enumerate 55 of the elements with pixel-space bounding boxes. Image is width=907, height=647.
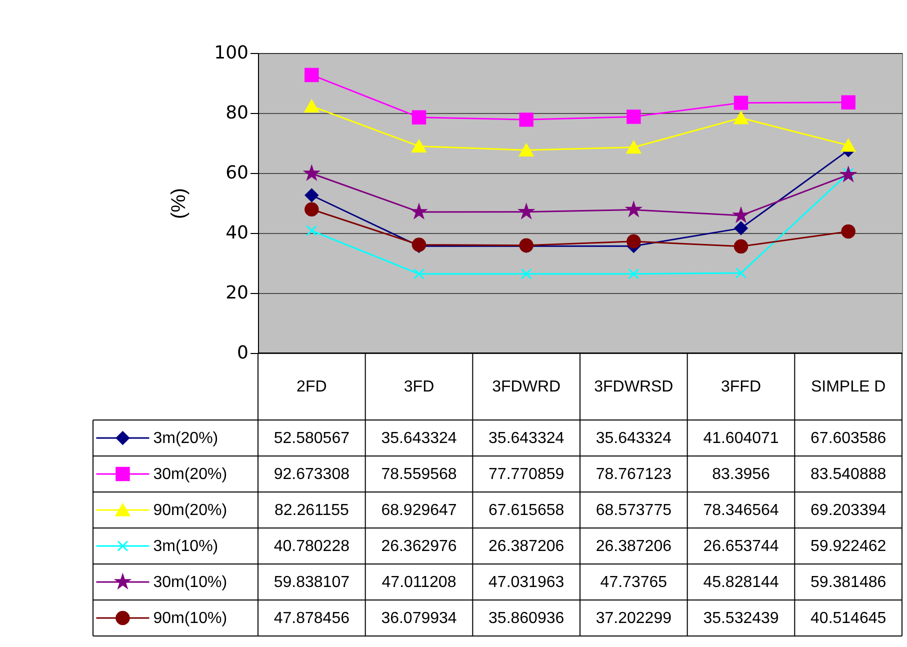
- data-label: 35.643324: [488, 430, 564, 447]
- data-label: 52.580567: [274, 430, 350, 447]
- data-label: 82.261155: [274, 502, 349, 519]
- legend-label: 90m(10%): [153, 610, 228, 627]
- x-tick-label: SIMPLE D: [810, 378, 886, 396]
- data-label: 78.767123: [596, 466, 672, 483]
- data-label: 40.780228: [274, 538, 350, 555]
- data-label: 40.514645: [810, 610, 886, 627]
- data-label: 69.203394: [810, 502, 886, 519]
- x-tick-label: 3FD: [404, 378, 434, 396]
- data-label: 68.573775: [596, 502, 672, 519]
- legend-label: 30m(10%): [153, 574, 228, 591]
- data-label: 78.559568: [381, 466, 457, 483]
- data-label: 78.346564: [703, 502, 779, 519]
- data-label: 67.615658: [488, 502, 564, 519]
- y-tick-label: 60: [226, 162, 248, 184]
- data-label: 35.643324: [596, 430, 672, 447]
- data-label: 36.079934: [381, 610, 457, 627]
- data-label: 47.878456: [274, 610, 350, 627]
- data-label: 77.770859: [488, 466, 564, 483]
- data-label: 83.540888: [810, 466, 886, 483]
- data-label: 59.838107: [274, 574, 350, 591]
- x-tick-label: 3FFD: [721, 378, 761, 396]
- y-tick-label: 0: [237, 342, 248, 364]
- data-label: 45.828144: [703, 574, 779, 591]
- data-label: 26.653744: [703, 538, 779, 555]
- y-tick-label: 20: [226, 282, 248, 304]
- data-label: 35.532439: [703, 610, 779, 627]
- data-label: 26.387206: [596, 538, 672, 555]
- data-label: 47.011208: [382, 574, 456, 591]
- legend-label: 30m(20%): [153, 466, 228, 483]
- x-tick-label: 3FDWRD: [492, 378, 561, 396]
- data-label: 47.031963: [488, 574, 564, 591]
- data-label: 59.381486: [810, 574, 886, 591]
- data-label: 68.929647: [381, 502, 457, 519]
- legend-label: 3m(20%): [153, 430, 218, 447]
- y-tick-label: 80: [226, 102, 248, 124]
- data-label: 59.922462: [810, 538, 886, 555]
- y-axis-title: (%): [168, 188, 190, 220]
- data-label: 47.73765: [600, 574, 668, 591]
- data-label: 41.604071: [703, 430, 779, 447]
- x-tick-label: 3FDWRSD: [594, 378, 674, 396]
- legend-label: 3m(10%): [153, 538, 218, 555]
- data-label: 92.673308: [274, 466, 350, 483]
- legend-label: 90m(20%): [153, 502, 228, 519]
- y-tick-label: 100: [214, 42, 248, 64]
- data-label: 35.860936: [488, 610, 564, 627]
- y-tick-label: 40: [226, 222, 248, 244]
- data-label: 26.362976: [381, 538, 457, 555]
- data-label: 26.387206: [488, 538, 564, 555]
- data-label: 35.643324: [381, 430, 457, 447]
- data-label: 67.603586: [810, 430, 886, 447]
- data-label: 37.202299: [596, 610, 672, 627]
- x-tick-label: 2FD: [296, 378, 327, 396]
- data-label: 83.3956: [712, 466, 770, 483]
